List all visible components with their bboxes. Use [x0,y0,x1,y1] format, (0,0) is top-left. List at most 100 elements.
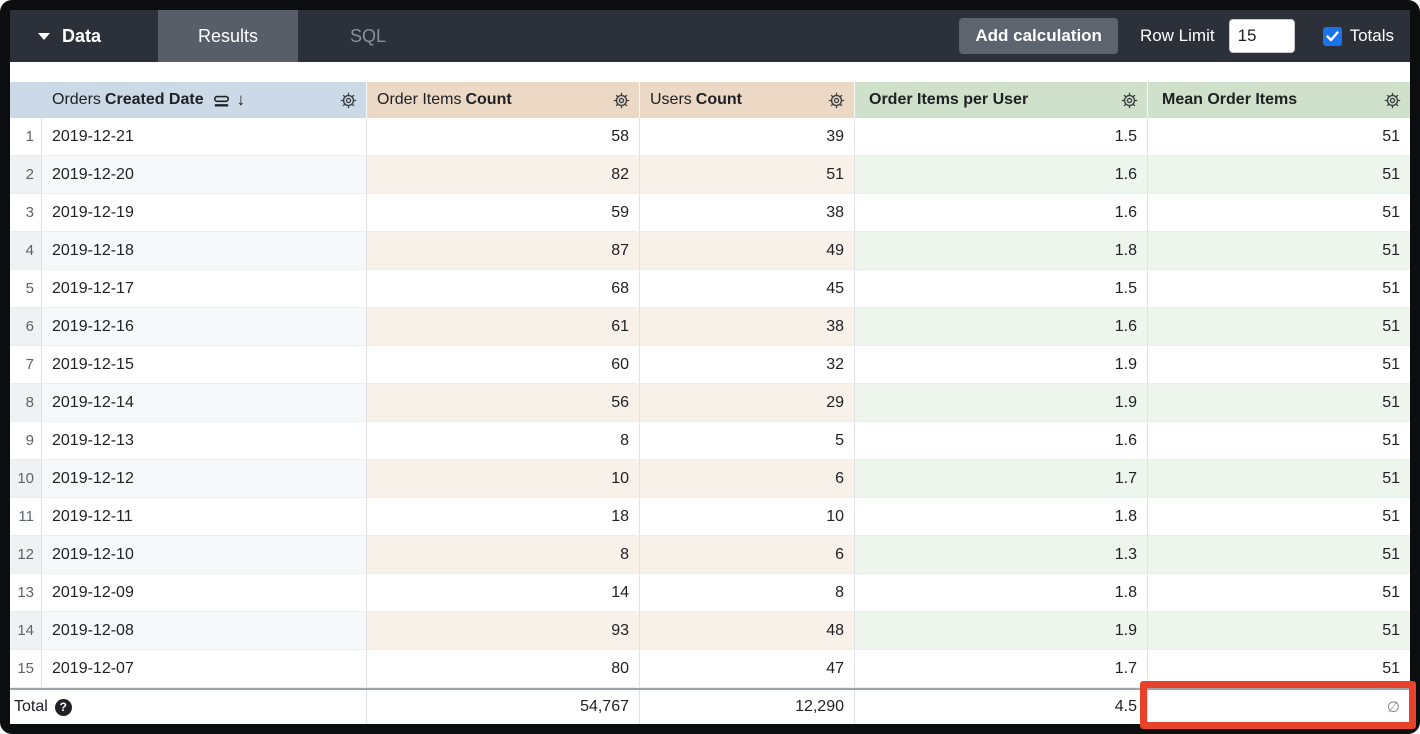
table-cell-users-count[interactable]: 5 [640,422,855,459]
table-cell-created-date[interactable]: 2019-12-21 [42,118,367,155]
table-cell-mean-order-items[interactable]: 51 [1382,127,1400,145]
table-cell-users-count[interactable]: 32 [640,346,855,383]
table-cell-mean-order-items[interactable]: 51 [1382,659,1400,677]
table-cell-users-count[interactable]: 6 [640,460,855,497]
table-cell-order-items-per-user[interactable]: 1.6 [855,422,1148,459]
table-cell-order-items-per-user[interactable]: 1.8 [855,574,1148,611]
table-cell-created-date[interactable]: 2019-12-10 [42,536,367,573]
table-cell-order-items-count[interactable]: 60 [367,346,640,383]
gear-icon[interactable] [1383,91,1402,110]
table-cell-order-items-count[interactable]: 58 [367,118,640,155]
table-cell-mean-order-items[interactable]: 51 [1382,203,1400,221]
row-limit-input[interactable] [1228,19,1295,53]
help-icon[interactable] [54,698,72,716]
table-cell-mean-order-items[interactable]: 51 [1148,232,1410,269]
table-cell-order-items-count[interactable]: 56 [367,384,640,421]
table-cell-users-count[interactable]: 38 [640,308,855,345]
table-cell-order-items-per-user[interactable]: 1.8 [855,498,1148,535]
totals-checkbox[interactable] [1322,26,1342,46]
table-cell-users-count[interactable]: 8 [640,574,855,611]
table-cell-created-date[interactable]: 2019-12-11 [42,498,367,535]
table-cell-users-count[interactable]: 38 [640,194,855,231]
table-cell-mean-order-items[interactable]: 51 [1148,460,1410,497]
checkmark-icon [1325,30,1339,41]
table-cell-created-date[interactable]: 2019-12-09 [42,574,367,611]
table-cell-order-items-per-user[interactable]: 1.9 [855,384,1148,421]
column-header-mean-order-items[interactable]: Mean Order Items [1148,82,1410,118]
table-cell-order-items-count[interactable]: 10 [367,460,640,497]
gear-icon[interactable] [1120,91,1139,110]
table-cell-order-items-per-user[interactable]: 1.6 [855,308,1148,345]
table-cell-users-count[interactable]: 10 [640,498,855,535]
gear-icon[interactable] [612,91,631,110]
table-cell-order-items-count[interactable]: 59 [367,194,640,231]
table-cell-order-items-per-user[interactable]: 1.5 [855,118,1148,155]
table-cell-mean-order-items[interactable]: 51 [1148,612,1410,649]
table-cell-order-items-count[interactable]: 8 [367,422,640,459]
sort-desc-icon[interactable] [237,90,246,110]
table-cell-order-items-count[interactable]: 8 [367,536,640,573]
toolbar-right-group: Add calculation Row Limit Totals [959,10,1410,62]
explorer-panel: Data Results SQL Add calculation Row Lim… [10,10,1416,729]
table-cell-users-count[interactable]: 6 [640,536,855,573]
table-cell-order-items-per-user[interactable]: 1.9 [855,346,1148,383]
table-cell-created-date[interactable]: 2019-12-07 [42,650,367,687]
table-cell-order-items-count[interactable]: 61 [367,308,640,345]
table-cell-order-items-count[interactable]: 82 [367,156,640,193]
table-cell-mean-order-items[interactable]: 51 [1148,156,1410,193]
table-cell-created-date[interactable]: 2019-12-08 [42,612,367,649]
table-cell-created-date[interactable]: 2019-12-12 [42,460,367,497]
table-cell-users-count[interactable]: 29 [640,384,855,421]
column-header-orders-created-date[interactable]: Orders Created Date [10,82,367,118]
table-cell-mean-order-items[interactable]: 51 [1148,536,1410,573]
column-header-order-items-count[interactable]: Order Items Count [367,82,640,118]
table-cell-order-items-per-user[interactable]: 1.8 [855,232,1148,269]
table-cell-created-date[interactable]: 2019-12-13 [42,422,367,459]
tab-sql[interactable]: SQL [349,25,387,46]
table-cell-users-count[interactable]: 47 [640,650,855,687]
table-cell-created-date[interactable]: 2019-12-18 [42,232,367,269]
table-cell-order-items-per-user[interactable]: 1.7 [855,460,1148,497]
table-cell-order-items-count[interactable]: 18 [367,498,640,535]
table-cell-users-count[interactable]: 39 [640,118,855,155]
table-row: 15 2019-12-07 80 47 1.7 51 [10,650,1410,688]
table-cell-mean-order-items[interactable]: 51 [1148,384,1410,421]
table-row: 13 2019-12-09 14 8 1.8 51 [10,574,1410,612]
tab-results[interactable]: Results [158,10,298,62]
table-cell-order-items-per-user[interactable]: 1.6 [855,156,1148,193]
table-cell-created-date[interactable]: 2019-12-16 [42,308,367,345]
table-cell-mean-order-items[interactable]: 51 [1382,279,1400,297]
table-cell-order-items-count[interactable]: 93 [367,612,640,649]
table-cell-order-items-per-user[interactable]: 1.6 [855,194,1148,231]
table-cell-order-items-per-user[interactable]: 1.9 [855,612,1148,649]
table-cell-created-date[interactable]: 2019-12-15 [42,346,367,383]
gear-icon[interactable] [339,91,358,110]
table-cell-mean-order-items[interactable]: 51 [1382,507,1400,525]
table-cell-order-items-per-user[interactable]: 1.3 [855,536,1148,573]
table-cell-created-date[interactable]: 2019-12-20 [42,156,367,193]
column-header-users-count[interactable]: Users Count [640,82,855,118]
table-cell-order-items-count[interactable]: 87 [367,232,640,269]
table-cell-mean-order-items[interactable]: 51 [1382,431,1400,449]
table-cell-users-count[interactable]: 49 [640,232,855,269]
table-cell-users-count[interactable]: 48 [640,612,855,649]
gear-icon[interactable] [827,91,846,110]
table-cell-users-count[interactable]: 45 [640,270,855,307]
table-cell-mean-order-items[interactable]: 51 [1382,583,1400,601]
table-cell-order-items-count[interactable]: 14 [367,574,640,611]
table-cell-order-items-count[interactable]: 68 [367,270,640,307]
table-cell-order-items-count[interactable]: 80 [367,650,640,687]
table-cell-mean-order-items[interactable]: 51 [1148,308,1410,345]
add-calculation-button[interactable]: Add calculation [959,18,1118,54]
table-cell-order-items-per-user[interactable]: 1.5 [855,270,1148,307]
table-cell-created-date[interactable]: 2019-12-17 [42,270,367,307]
table-cell-created-date[interactable]: 2019-12-14 [42,384,367,421]
column-header-order-items-per-user[interactable]: Order Items per User [855,82,1148,118]
table-cell-mean-order-items[interactable]: 51 [1382,355,1400,373]
table-cell-created-date[interactable]: 2019-12-19 [42,194,367,231]
table-cell-users-count[interactable]: 51 [640,156,855,193]
total-row: Total 54,767 12,290 4.5 ∅ [10,688,1410,724]
table-cell-order-items-per-user[interactable]: 1.7 [855,650,1148,687]
data-section-toggle[interactable]: Data [10,10,158,62]
total-mean-order-items: ∅ [1386,699,1400,716]
